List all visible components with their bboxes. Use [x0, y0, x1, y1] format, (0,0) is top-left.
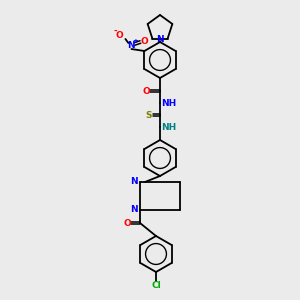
Text: NH: NH: [161, 98, 177, 107]
Text: N: N: [130, 178, 138, 187]
Text: O: O: [140, 37, 148, 46]
Text: O: O: [116, 31, 123, 40]
Text: +: +: [133, 38, 138, 44]
Text: Cl: Cl: [151, 281, 161, 290]
Text: N: N: [156, 34, 164, 43]
Text: O: O: [123, 218, 131, 227]
Text: NH: NH: [161, 122, 177, 131]
Text: -: -: [114, 26, 117, 35]
Text: O: O: [142, 86, 150, 95]
Text: S: S: [146, 110, 152, 119]
Text: N: N: [128, 40, 135, 50]
Text: N: N: [130, 206, 138, 214]
